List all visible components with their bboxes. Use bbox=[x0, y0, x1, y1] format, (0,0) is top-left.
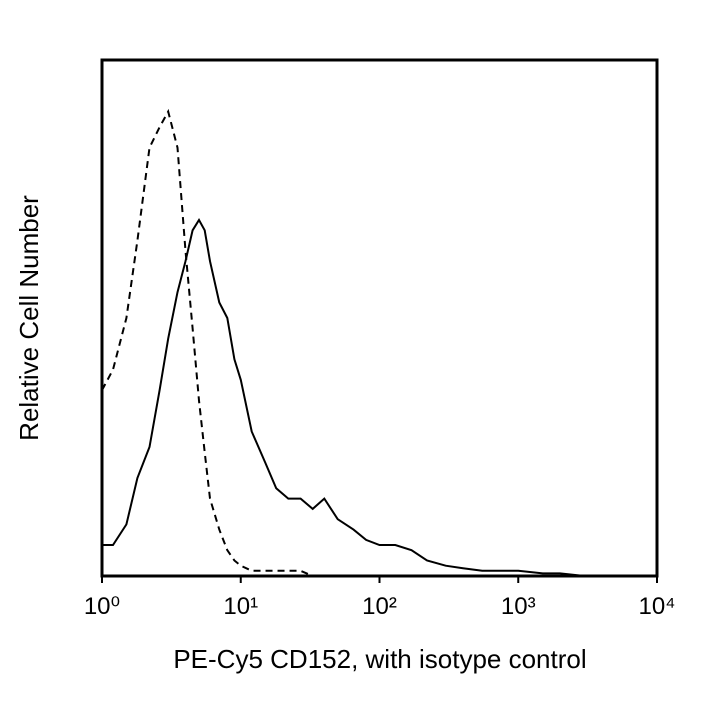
y-axis-label: Relative Cell Number bbox=[14, 195, 44, 441]
histogram-line bbox=[102, 218, 657, 577]
x-tick-label: 10² bbox=[362, 593, 397, 620]
histogram-line bbox=[101, 108, 657, 577]
x-tick-label: 10³ bbox=[501, 593, 536, 620]
x-axis-label: PE-Cy5 CD152, with isotype control bbox=[173, 644, 586, 674]
x-tick-label: 10⁰ bbox=[84, 593, 120, 620]
x-tick-label: 10¹ bbox=[223, 593, 258, 620]
x-tick-label: 10⁴ bbox=[638, 593, 675, 620]
plot-frame bbox=[100, 58, 659, 578]
